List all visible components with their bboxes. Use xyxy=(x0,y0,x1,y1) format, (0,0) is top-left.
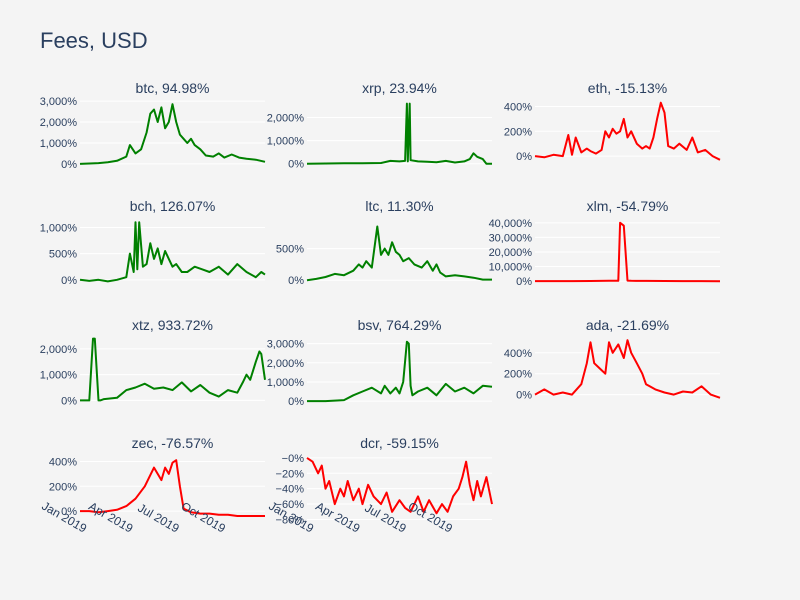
subplot-title: dcr, -59.15% xyxy=(360,435,439,451)
y-tick-label: 2,000% xyxy=(40,344,78,356)
subplot-title: xtz, 933.72% xyxy=(132,317,213,333)
y-tick-label: 500% xyxy=(49,249,77,261)
y-tick-label: 2,000% xyxy=(40,117,78,129)
y-tick-label: −40% xyxy=(276,484,305,496)
y-tick-label: 0% xyxy=(61,159,77,171)
y-tick-label: 30,000% xyxy=(489,232,533,244)
subplot-eth: 0% 200% 400% eth, -15.13% xyxy=(504,80,721,163)
subplot-title: xrp, 23.94% xyxy=(362,80,437,96)
series-line-xtz xyxy=(80,337,266,402)
y-tick-label: 0% xyxy=(516,276,532,288)
y-tick-label: 0% xyxy=(61,395,77,407)
subplot-bsv: 0% 1,000% 2,000% 3,000% bsv, 764.29% xyxy=(267,317,493,408)
y-tick-label: 10,000% xyxy=(489,262,533,274)
subplot-dcr: −0%−20%−40%−60%−80%dcr, -59.15%Jan 2019A… xyxy=(266,435,493,536)
y-tick-label: 0% xyxy=(61,275,77,287)
subplot-xtz: 0% 1,000% 2,000% xtz, 933.72% xyxy=(40,317,266,407)
y-tick-label: 3,000% xyxy=(267,339,305,351)
y-tick-label: 0% xyxy=(288,275,304,287)
y-tick-label: 1,000% xyxy=(40,370,78,382)
subplot-title: zec, -76.57% xyxy=(132,435,214,451)
subplot-bch: 0% 500% 1,000% bch, 126.07% xyxy=(40,198,266,287)
subplot-title: bch, 126.07% xyxy=(130,198,216,214)
series-line-ada xyxy=(534,339,721,399)
series-line-zec xyxy=(80,459,265,517)
y-tick-label: −0% xyxy=(282,453,305,465)
series-line-bsv xyxy=(307,340,493,403)
subplot-ltc: 0% 500% ltc, 11.30% xyxy=(276,198,492,287)
y-tick-label: −20% xyxy=(276,468,305,480)
subplot-xrp: 0% 1,000% 2,000% xrp, 23.94% xyxy=(267,80,492,171)
series-line-eth xyxy=(534,101,721,161)
y-tick-label: 3,000% xyxy=(40,96,78,108)
y-tick-label: 0% xyxy=(516,390,532,402)
subplot-title: bsv, 764.29% xyxy=(358,317,442,333)
x-tick-label: Jul 2019 xyxy=(135,501,182,536)
y-tick-label: 200% xyxy=(504,369,532,381)
x-tick-label: Oct 2019 xyxy=(179,499,228,536)
series-line-btc xyxy=(79,103,266,165)
x-tick-label: Apr 2019 xyxy=(313,499,362,536)
y-tick-label: 20,000% xyxy=(489,247,533,259)
series-line-xlm xyxy=(535,221,721,283)
y-tick-label: 1,000% xyxy=(267,377,305,389)
subplot-xlm: 0% 10,000% 20,000% 30,000% 40,000% xlm, -54.7… xyxy=(489,198,721,288)
y-tick-label: 0% xyxy=(288,396,304,408)
subplot-btc: 0% 1,000% 2,000% 3,000% btc, 94.98% xyxy=(40,80,266,171)
subplot-title: xlm, -54.79% xyxy=(587,198,669,214)
series-line-dcr xyxy=(306,457,493,515)
series-line-bch xyxy=(79,221,266,283)
y-tick-label: 1,000% xyxy=(267,136,305,148)
series-line-xrp xyxy=(306,102,492,165)
y-tick-label: 200% xyxy=(504,126,532,138)
y-tick-label: 400% xyxy=(504,101,532,113)
y-tick-label: 200% xyxy=(49,481,77,493)
y-tick-label: 2,000% xyxy=(267,112,305,124)
y-tick-label: 0% xyxy=(516,151,532,163)
subplot-title: btc, 94.98% xyxy=(136,80,210,96)
x-tick-label: Jul 2019 xyxy=(362,501,409,536)
subplot-title: ada, -21.69% xyxy=(586,317,669,333)
y-tick-label: 1,000% xyxy=(40,222,78,234)
page-title: Fees, USD xyxy=(40,28,148,53)
subplot-title: eth, -15.13% xyxy=(588,80,667,96)
y-tick-label: 40,000% xyxy=(489,218,533,230)
y-tick-label: 500% xyxy=(276,244,304,256)
subplot-title: ltc, 11.30% xyxy=(365,198,433,214)
y-tick-label: 400% xyxy=(49,456,77,468)
subplot-ada: 0% 200% 400% ada, -21.69% xyxy=(504,317,721,402)
y-tick-label: 2,000% xyxy=(267,358,305,370)
y-tick-label: −80% xyxy=(276,514,305,526)
y-tick-label: −60% xyxy=(276,499,305,511)
x-tick-label: Jan 2019 xyxy=(39,499,89,536)
series-line-ltc xyxy=(306,225,492,282)
y-tick-label: 1,000% xyxy=(40,138,78,150)
y-tick-label: 0% xyxy=(288,159,304,171)
y-tick-label: 400% xyxy=(504,348,532,360)
y-tick-label: 0% xyxy=(61,506,77,518)
